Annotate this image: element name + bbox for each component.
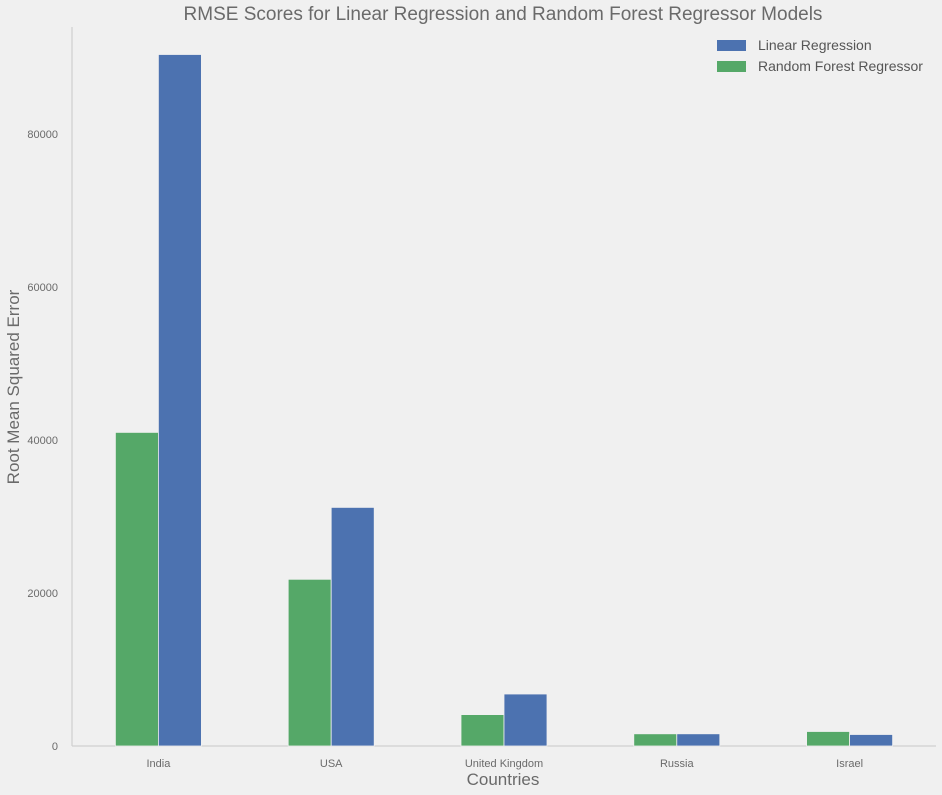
bar-linear-regression-united-kingdom [503, 693, 548, 747]
x-tick-labels: India USA United Kingdom Russia Israel [146, 758, 863, 770]
y-tick-label: 80000 [27, 129, 58, 141]
x-tick-label: United Kingdom [465, 758, 543, 770]
y-tick-label: 0 [52, 741, 58, 753]
bar-linear-regression-usa [330, 506, 375, 747]
legend: Linear Regression Random Forest Regressor [717, 37, 923, 74]
y-tick-labels: 0 20000 40000 60000 80000 [27, 129, 58, 753]
legend-swatch-linear-regression [717, 40, 746, 51]
x-tick-label: India [146, 758, 171, 770]
legend-label-random-forest-regressor: Random Forest Regressor [758, 58, 923, 74]
y-tick-label: 60000 [27, 282, 58, 294]
chart-title: RMSE Scores for Linear Regression and Ra… [184, 4, 823, 25]
bar-random-forest-regressor-india [115, 431, 159, 747]
y-axis-label: Root Mean Squared Error [4, 289, 23, 484]
y-tick-label: 40000 [27, 435, 58, 447]
bar-random-forest-regressor-russia [633, 733, 678, 747]
x-tick-label: Russia [660, 758, 695, 770]
x-axis-label: Countries [467, 770, 540, 789]
bar-random-forest-regressor-usa [287, 578, 332, 747]
bar-linear-regression-israel [849, 734, 893, 747]
legend-label-linear-regression: Linear Regression [758, 37, 872, 53]
bar-random-forest-regressor-united-kingdom [460, 714, 505, 747]
x-tick-label: USA [320, 758, 343, 770]
y-tick-label: 20000 [27, 588, 58, 600]
bar-linear-regression-russia [676, 733, 721, 747]
x-tick-label: Israel [836, 758, 863, 770]
legend-swatch-random-forest-regressor [717, 61, 746, 72]
plot-area: 0 20000 40000 60000 80000 India USA United Kin… [27, 27, 936, 770]
bar-random-forest-regressor-israel [806, 731, 850, 747]
bars-group [115, 54, 893, 747]
bar-linear-regression-india [157, 54, 202, 747]
